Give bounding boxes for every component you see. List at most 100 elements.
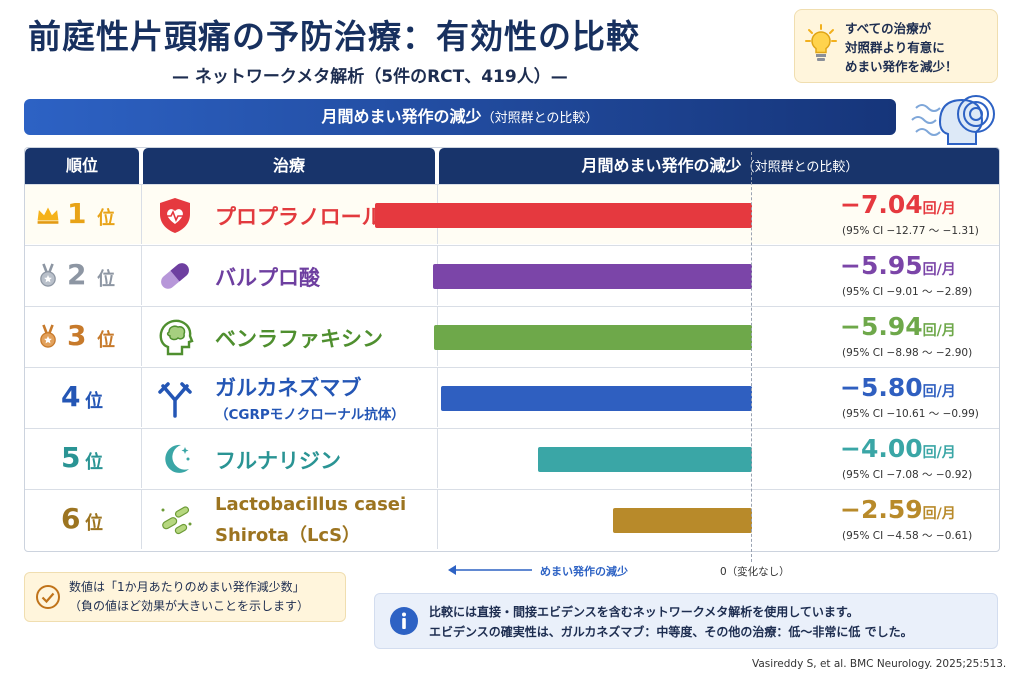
column-divider [141, 246, 142, 305]
crown-icon [37, 207, 59, 224]
column-divider [141, 185, 142, 244]
effect-unit: 回/月 [922, 262, 956, 278]
rank-suffix: 位 [85, 452, 103, 473]
info-icon [390, 607, 418, 635]
confidence-interval: (95% CI −4.58 〜 −0.61) [842, 530, 973, 542]
info-line-1: 比較には直接・間接エビデンスを含むネットワークメタ解析を使用しています。 [429, 605, 859, 619]
left-arrow-icon [448, 565, 532, 575]
treatment-name: Lactobacillus casei [215, 494, 407, 515]
confidence-interval: (95% CI −10.61 〜 −0.99) [842, 408, 979, 420]
heart-shield-icon [160, 198, 190, 233]
dizzy-head-icon [911, 95, 995, 145]
rank-suffix: 位 [85, 513, 103, 534]
effect-value: −5.95回/月 [840, 251, 956, 280]
rank-suffix: 位 [97, 269, 115, 290]
confidence-interval: (95% CI −8.98 〜 −2.90) [842, 347, 973, 359]
header-result-main: 月間めまい発作の減少 [581, 156, 742, 175]
rank-number: 3 [67, 319, 87, 352]
table-row: 1 位 プロプラノロール −7.04回/月 (95% CI −12.77 〜 −1.31… [25, 184, 999, 244]
effect-value: −2.59回/月 [840, 495, 956, 524]
rank-number: 4 [61, 380, 81, 413]
effect-unit: 回/月 [922, 445, 956, 461]
table-row: 5 位 フルナリジン −4.00回/月 (95% CI −7.08 〜 −0.92) [25, 428, 999, 488]
column-divider [141, 368, 142, 427]
unit-note-line-1: 数値は「1か月あたりのめまい発作減少数」 [69, 580, 305, 594]
rank-suffix: 位 [97, 208, 115, 229]
highlight-note: すべての治療が 対照群より有意に めまい発作を減少！ [794, 9, 998, 83]
data-bar [433, 325, 752, 350]
note-line-3: めまい発作を減少！ [845, 59, 958, 74]
moon-stars-icon [165, 444, 190, 473]
effect-unit: 回/月 [922, 201, 956, 217]
effect-number: −5.80 [840, 373, 923, 402]
effect-unit: 回/月 [922, 384, 956, 400]
effect-number: −2.59 [840, 495, 923, 524]
brain-head-icon [159, 319, 194, 356]
lightbulb-icon [805, 24, 837, 61]
header-treatment: 治療 [143, 148, 435, 184]
column-divider [141, 429, 142, 488]
x-axis: めまい発作の減少 0（変化なし） [448, 560, 808, 580]
effect-unit: 回/月 [922, 323, 956, 339]
data-bar [433, 264, 752, 289]
effect-value: −5.80回/月 [840, 373, 956, 402]
banner-sub: （対照群との比較） [481, 111, 599, 126]
column-divider [437, 368, 438, 427]
data-bar [613, 508, 752, 533]
rank-suffix: 位 [85, 391, 103, 412]
header-result-sub: （対照群との比較） [741, 160, 859, 175]
silver-medal-icon [40, 263, 56, 287]
confidence-interval: (95% CI −9.01 〜 −2.89) [842, 286, 973, 298]
confidence-interval: (95% CI −7.08 〜 −0.92) [842, 469, 973, 481]
confidence-interval: (95% CI −12.77 〜 −1.31) [842, 225, 979, 237]
treatment-name: フルナリジン [215, 449, 341, 473]
banner-main: 月間めまい発作の減少 [321, 107, 482, 126]
x-axis-label: めまい発作の減少 [540, 565, 628, 578]
table-row: 6 位 Lactobacillus casei Shirota（LcS） −2.59回/… [25, 489, 999, 549]
comparison-table: 順位 治療 月間めまい発作の減少（対照群との比較） 1 位プロプラノロール −7.0… [24, 147, 1000, 552]
table-row: 2 位 バルプロ酸 −5.95回/月 (95% CI −9.01 〜 −2.89) [25, 245, 999, 305]
citation: Vasireddy S, et al. BMC Neurology. 2025;… [752, 658, 1007, 670]
zero-label: 0（変化なし） [720, 566, 790, 578]
effect-value: −5.94回/月 [840, 312, 956, 341]
rank-number: 6 [61, 502, 81, 535]
zero-reference-line [751, 152, 752, 562]
table-row: 4 位 ガルカネズマブ （CGRPモノクローナル抗体） −5.80回/月 (95% CI … [25, 367, 999, 427]
effect-number: −5.94 [840, 312, 923, 341]
header-rank: 順位 [25, 148, 139, 184]
treatment-name: バルプロ酸 [215, 266, 320, 290]
unit-note-line-2: （負の値ほど効果が大きいことを示します） [69, 599, 310, 613]
rank-number: 2 [67, 258, 87, 291]
bacteria-icon [161, 506, 192, 535]
section-banner: 月間めまい発作の減少（対照群との比較） [24, 99, 896, 135]
treatment-subtitle: Shirota（LcS） [215, 525, 361, 546]
effect-unit: 回/月 [922, 506, 956, 522]
effect-number: −7.04 [840, 190, 923, 219]
effect-value: −4.00回/月 [840, 434, 956, 463]
column-divider [437, 429, 438, 488]
note-line-2: 対照群より有意に [845, 40, 945, 55]
treatment-name: プロプラノロール [215, 205, 383, 229]
column-divider [437, 490, 438, 549]
note-line-1: すべての治療が [845, 21, 932, 36]
column-divider [141, 490, 142, 549]
data-bar [441, 386, 752, 411]
info-box: 比較には直接・間接エビデンスを含むネットワークメタ解析を使用しています。 エビデ… [374, 593, 998, 649]
rank-suffix: 位 [97, 330, 115, 351]
table-row: 3 位 ベンラファキシン −5.94回/月 (95% CI −8.98 〜 −2.90) [25, 306, 999, 366]
unit-note: 数値は「1か月あたりのめまい発作減少数」 （負の値ほど効果が大きいことを示します… [24, 572, 346, 622]
check-circle-icon [36, 585, 60, 609]
treatment-name: ベンラファキシン [215, 327, 383, 351]
capsule-icon [161, 263, 189, 289]
page-title: 前庭性片頭痛の予防治療：有効性の比較 [28, 17, 640, 56]
bronze-medal-icon [40, 324, 56, 348]
table-header: 順位 治療 月間めまい発作の減少（対照群との比較） [25, 148, 999, 184]
data-bar [537, 447, 752, 472]
rank-number: 1 [67, 197, 87, 230]
